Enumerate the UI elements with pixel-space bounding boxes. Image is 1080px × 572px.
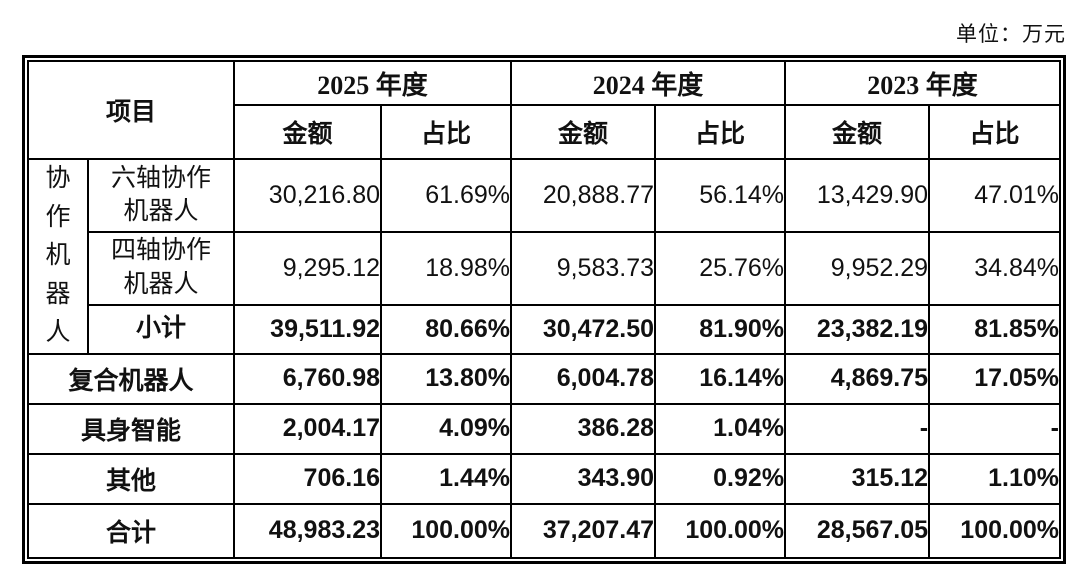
table-row-six-axis: 协作机器人 六轴协作机器人 30,216.80 61.69% 20,888.77… [27,158,1061,355]
ratio-2023: 81.85% [928,303,1061,355]
ratio-2023: - [928,402,1061,455]
group-label-collaborative-robots: 协作机器人 [27,158,89,355]
amount-2024: 30,472.50 [510,303,657,355]
amount-header-2024: 金额 [510,104,657,160]
year-header-2025: 2025 年度 [233,60,513,106]
revenue-breakdown-table: 项目 2025 年度 2024 年度 2023 年度 金额 占比 金额 占比 金… [26,60,1061,559]
amount-2025: 9,295.12 [233,230,383,306]
year-header-2024: 2024 年度 [510,60,787,106]
ratio-2025: 13.80% [380,352,513,405]
amount-2023: 315.12 [784,452,931,505]
amount-2025: 706.16 [233,452,383,505]
amount-2023: 23,382.19 [784,303,931,355]
row-label: 六轴协作机器人 [86,158,236,233]
ratio-2023: 100.00% [928,502,1061,559]
ratio-2024: 100.00% [654,502,787,559]
amount-2023: 4,869.75 [784,352,931,405]
row-label: 具身智能 [26,402,236,455]
amount-header-2023: 金额 [784,104,931,160]
ratio-2025: 100.00% [380,502,513,559]
amount-2023: 9,952.29 [784,230,931,306]
amount-2025: 39,511.92 [233,303,383,355]
table-row-embodied-intelligence: 具身智能 2,004.17 4.09% 386.28 1.04% - - [26,402,1061,455]
amount-2024: 37,207.47 [510,502,657,559]
amount-2025: 6,760.98 [233,352,383,405]
amount-2025: 30,216.80 [233,158,383,233]
ratio-2025: 80.66% [380,303,513,355]
amount-2024: 20,888.77 [510,158,657,233]
ratio-2024: 1.04% [654,402,787,455]
ratio-2025: 4.09% [380,402,513,455]
ratio-header-2025: 占比 [380,104,513,160]
ratio-2023: 1.10% [928,452,1061,505]
table-row-subtotal: 小计 39,511.92 80.66% 30,472.50 81.90% 23,… [28,303,1061,355]
ratio-2024: 56.14% [654,158,787,233]
amount-2023: 13,429.90 [784,158,931,233]
amount-2024: 9,583.73 [510,230,657,306]
ratio-2024: 81.90% [654,303,787,355]
table-row-four-axis: 四轴协作机器人 9,295.12 18.98% 9,583.73 25.76% … [28,230,1061,306]
amount-2024: 6,004.78 [510,352,657,405]
ratio-2024: 25.76% [654,230,787,306]
row-label: 四轴协作机器人 [86,230,236,306]
group-label-text: 协作机器人 [45,165,71,346]
amount-2024: 343.90 [510,452,657,505]
table-row-composite-robots: 复合机器人 6,760.98 13.80% 6,004.78 16.14% 4,… [26,352,1061,405]
amount-2023: - [784,402,931,455]
row-label: 复合机器人 [26,352,236,405]
ratio-2024: 16.14% [654,352,787,405]
amount-2023: 28,567.05 [784,502,931,559]
revenue-table: 项目 2025 年度 2024 年度 2023 年度 金额 占比 金额 占比 金… [22,55,1066,564]
amount-header-2025: 金额 [233,104,383,160]
header-row-subcolumns: 金额 占比 金额 占比 金额 占比 [28,104,1061,160]
unit-label: 单位：万元 [956,22,1066,46]
ratio-header-2023: 占比 [928,104,1061,160]
ratio-2025: 61.69% [380,158,513,233]
ratio-header-2024: 占比 [654,104,787,160]
header-row-years: 项目 2025 年度 2024 年度 2023 年度 [26,60,1061,160]
row-label: 合计 [26,502,236,559]
ratio-2025: 18.98% [380,230,513,306]
row-label: 其他 [26,452,236,505]
year-header-2023: 2023 年度 [784,60,1061,106]
ratio-2025: 1.44% [380,452,513,505]
amount-2024: 386.28 [510,402,657,455]
amount-2025: 48,983.23 [233,502,383,559]
amount-2025: 2,004.17 [233,402,383,455]
ratio-2024: 0.92% [654,452,787,505]
item-header-cell: 项目 [26,60,236,160]
row-label: 小计 [86,303,236,355]
ratio-2023: 34.84% [928,230,1061,306]
ratio-2023: 47.01% [928,158,1061,233]
table-row-total: 合计 48,983.23 100.00% 37,207.47 100.00% 2… [26,502,1061,559]
ratio-2023: 17.05% [928,352,1061,405]
table-row-other: 其他 706.16 1.44% 343.90 0.92% 315.12 1.10… [26,452,1061,505]
